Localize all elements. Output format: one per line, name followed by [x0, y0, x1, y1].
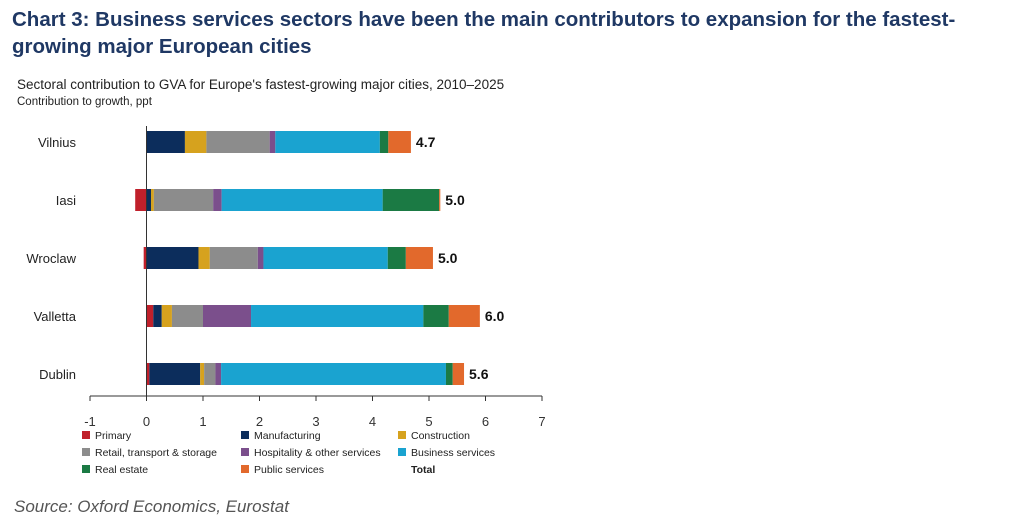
legend-swatch [241, 465, 249, 473]
bar-segment [251, 305, 424, 327]
bar-segment [221, 363, 446, 385]
axis-unit-label: Contribution to growth, ppt [17, 96, 153, 108]
bar-segment [388, 131, 411, 153]
legend-label: Real estate [95, 464, 148, 476]
bar-segment [184, 131, 207, 153]
legend-label: Retail, transport & storage [95, 447, 217, 459]
bar-segment [257, 247, 264, 269]
legend-label-total: Total [411, 464, 435, 476]
bar-segment [198, 247, 210, 269]
bar-segment [423, 305, 449, 327]
legend-swatch [82, 448, 90, 456]
legend-label: Hospitality & other services [254, 447, 381, 459]
bar-segment [146, 247, 199, 269]
bar-segment [275, 131, 380, 153]
bar-segment [146, 305, 154, 327]
legend-label: Primary [95, 430, 132, 442]
bar-segment [149, 363, 201, 385]
bar-segment [206, 131, 270, 153]
bar-segment [153, 305, 162, 327]
category-label: Wroclaw [26, 251, 76, 266]
bar-segment [161, 305, 172, 327]
bar-segment [146, 189, 152, 211]
x-axis: -1 0 1 2 3 4 5 6 7 [84, 395, 546, 429]
bar-segment [209, 247, 258, 269]
bar-segment [387, 247, 406, 269]
x-tick-label: -1 [84, 414, 96, 429]
x-tick-label: 4 [369, 414, 376, 429]
bar-segment [269, 131, 276, 153]
legend-label: Construction [411, 430, 470, 442]
category-label: Valletta [34, 309, 77, 324]
legend: Primary Manufacturing Construction Retail, … [82, 430, 495, 476]
x-tick-label: 5 [425, 414, 432, 429]
bar-segment [379, 131, 389, 153]
legend-label: Manufacturing [254, 430, 321, 442]
bar-segment [203, 305, 252, 327]
legend-swatch [241, 448, 249, 456]
legend-swatch [241, 431, 249, 439]
bar-segment [439, 189, 441, 211]
x-tick-label: 1 [199, 414, 206, 429]
bar-segment [215, 363, 222, 385]
x-tick-label: 7 [538, 414, 545, 429]
bar-segment [445, 363, 453, 385]
x-tick-label: 2 [256, 414, 263, 429]
category-label: Iasi [56, 193, 76, 208]
legend-swatch [82, 465, 90, 473]
total-label: 6.0 [485, 308, 505, 324]
bar-segment [151, 189, 154, 211]
chart-title: Chart 3: Business services sectors have … [12, 8, 956, 58]
bar-segment [204, 363, 216, 385]
source-note: Source: Oxford Economics, Eurostat [14, 497, 289, 516]
legend-label: Business services [411, 447, 495, 459]
bar-segment [213, 189, 222, 211]
bar-segment [135, 189, 147, 211]
x-tick-label: 3 [312, 414, 319, 429]
bars-group: Vilnius 4.7 Iasi 5.0 Wroclaw 5.0 Valletta 6.0 Du… [26, 126, 505, 396]
chart-subtitle: Sectoral contribution to GVA for Europe'… [17, 77, 504, 92]
legend-swatch [398, 448, 406, 456]
bar-segment [200, 363, 205, 385]
total-label: 5.0 [438, 250, 458, 266]
bar-segment [263, 247, 388, 269]
bar-segment [171, 305, 203, 327]
x-tick-label: 6 [482, 414, 489, 429]
legend-swatch [82, 431, 90, 439]
bar-segment [405, 247, 433, 269]
total-label: 5.0 [445, 192, 465, 208]
total-label: 5.6 [469, 366, 489, 382]
bar-segment [146, 131, 185, 153]
category-label: Dublin [39, 367, 76, 382]
bar-segment [143, 247, 147, 269]
category-label: Vilnius [38, 135, 77, 150]
bar-segment [452, 363, 465, 385]
legend-label: Public services [254, 464, 324, 476]
bar-segment [448, 305, 480, 327]
bar-segment [382, 189, 440, 211]
bar-segment [221, 189, 383, 211]
bar-segment [153, 189, 214, 211]
total-label: 4.7 [416, 134, 436, 150]
x-tick-label: 0 [143, 414, 150, 429]
legend-swatch [398, 431, 406, 439]
bar-segment [146, 363, 150, 385]
